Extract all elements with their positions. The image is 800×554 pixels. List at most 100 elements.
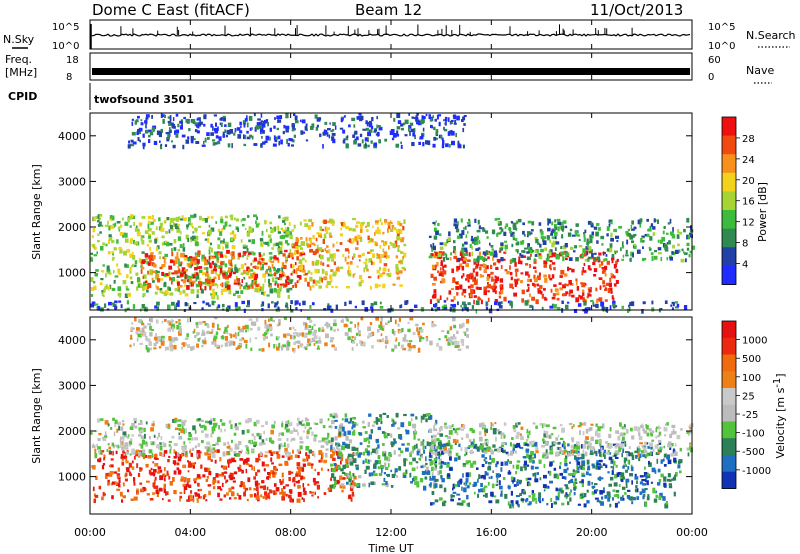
scatter-cell	[90, 287, 95, 291]
scatter-cell	[674, 474, 677, 478]
scatter-cell	[266, 476, 270, 480]
scatter-cell	[669, 218, 672, 224]
scatter-cell	[237, 466, 240, 470]
scatter-cell	[151, 127, 156, 131]
scatter-cell	[233, 453, 237, 457]
scatter-cell	[612, 497, 614, 501]
scatter-cell	[326, 132, 329, 137]
scatter-cell	[549, 471, 552, 476]
scatter-cell	[550, 232, 553, 236]
scatter-cell	[289, 455, 292, 458]
scatter-cell	[373, 301, 378, 306]
scatter-cell	[559, 472, 563, 476]
scatter-cell	[132, 215, 136, 220]
scatter-cell	[581, 289, 585, 293]
scatter-cell	[317, 117, 322, 121]
scatter-cell	[484, 472, 489, 476]
scatter-cell	[190, 261, 193, 265]
scatter-cell	[454, 484, 458, 487]
scatter-cell	[250, 269, 254, 272]
scatter-cell	[431, 475, 436, 481]
scatter-cell	[587, 445, 589, 450]
scatter-cell	[525, 498, 529, 502]
scatter-cell	[347, 430, 351, 435]
scatter-cell	[188, 494, 193, 499]
scatter-cell	[436, 452, 440, 455]
scatter-cell	[352, 228, 356, 232]
scatter-cell	[284, 284, 288, 287]
scatter-cell	[522, 456, 526, 459]
scatter-cell	[211, 300, 215, 306]
scatter-cell	[379, 218, 382, 222]
scatter-cell	[510, 221, 514, 224]
scatter-cell	[613, 275, 616, 279]
scatter-cell	[391, 418, 394, 422]
scatter-cell	[172, 460, 177, 465]
scatter-cell	[361, 300, 365, 306]
scatter-cell	[307, 429, 310, 434]
scatter-cell	[129, 214, 134, 218]
scatter-cell	[231, 245, 236, 249]
scatter-cell	[537, 288, 540, 291]
scatter-cell	[608, 496, 610, 499]
scatter-cell	[527, 274, 531, 278]
scatter-cell	[210, 269, 215, 274]
scatter-cell	[621, 241, 624, 247]
scatter-cell	[435, 231, 439, 236]
scatter-cell	[165, 132, 170, 135]
scatter-cell	[499, 284, 502, 288]
scatter-cell	[221, 228, 224, 232]
scatter-cell	[194, 227, 198, 231]
scatter-cell	[552, 252, 556, 257]
scatter-cell	[601, 490, 605, 494]
scatter-cell	[115, 450, 118, 455]
scatter-cell	[474, 443, 478, 447]
scatter-cell	[304, 125, 308, 131]
scatter-cell	[182, 247, 186, 252]
scatter-cell	[484, 428, 488, 434]
scatter-cell	[568, 280, 572, 285]
scatter-cell	[196, 294, 199, 299]
scatter-cell	[245, 451, 248, 454]
scatter-cell	[289, 422, 293, 427]
scatter-cell	[323, 233, 327, 239]
scatter-cell	[413, 116, 416, 120]
nsearch-tick-high: 10^5	[708, 22, 735, 33]
scatter-cell	[614, 473, 618, 479]
scatter-cell	[270, 451, 274, 456]
scatter-cell	[454, 441, 457, 445]
scatter-cell	[651, 467, 656, 473]
scatter-cell	[297, 417, 300, 421]
scatter-cell	[626, 429, 629, 434]
scatter-cell	[296, 267, 299, 271]
scatter-cell	[453, 114, 457, 120]
scatter-cell	[220, 261, 223, 265]
scatter-cell	[139, 139, 141, 143]
scatter-cell	[284, 274, 287, 278]
scatter-cell	[197, 125, 200, 129]
scatter-cell	[574, 478, 577, 482]
scatter-cell	[643, 493, 646, 497]
scatter-cell	[615, 464, 618, 468]
scatter-cell	[471, 251, 474, 257]
scatter-cell	[326, 305, 331, 310]
scatter-cell	[126, 467, 130, 473]
scatter-cell	[389, 454, 392, 458]
scatter-cell	[163, 443, 167, 448]
scatter-cell	[535, 447, 539, 451]
scatter-cell	[136, 463, 139, 469]
scatter-cell	[374, 232, 376, 236]
scatter-cell	[219, 457, 222, 462]
scatter-cell	[444, 122, 447, 125]
scatter-cell	[439, 497, 443, 501]
scatter-cell	[260, 242, 263, 247]
scatter-cell	[484, 438, 489, 442]
scatter-cell	[515, 495, 520, 498]
scatter-cell	[455, 281, 459, 285]
scatter-cell	[619, 443, 623, 448]
scatter-cell	[339, 484, 343, 489]
scatter-cell	[569, 461, 571, 464]
scatter-cell	[281, 488, 284, 493]
scatter-cell	[551, 229, 555, 232]
scatter-cell	[251, 284, 254, 289]
